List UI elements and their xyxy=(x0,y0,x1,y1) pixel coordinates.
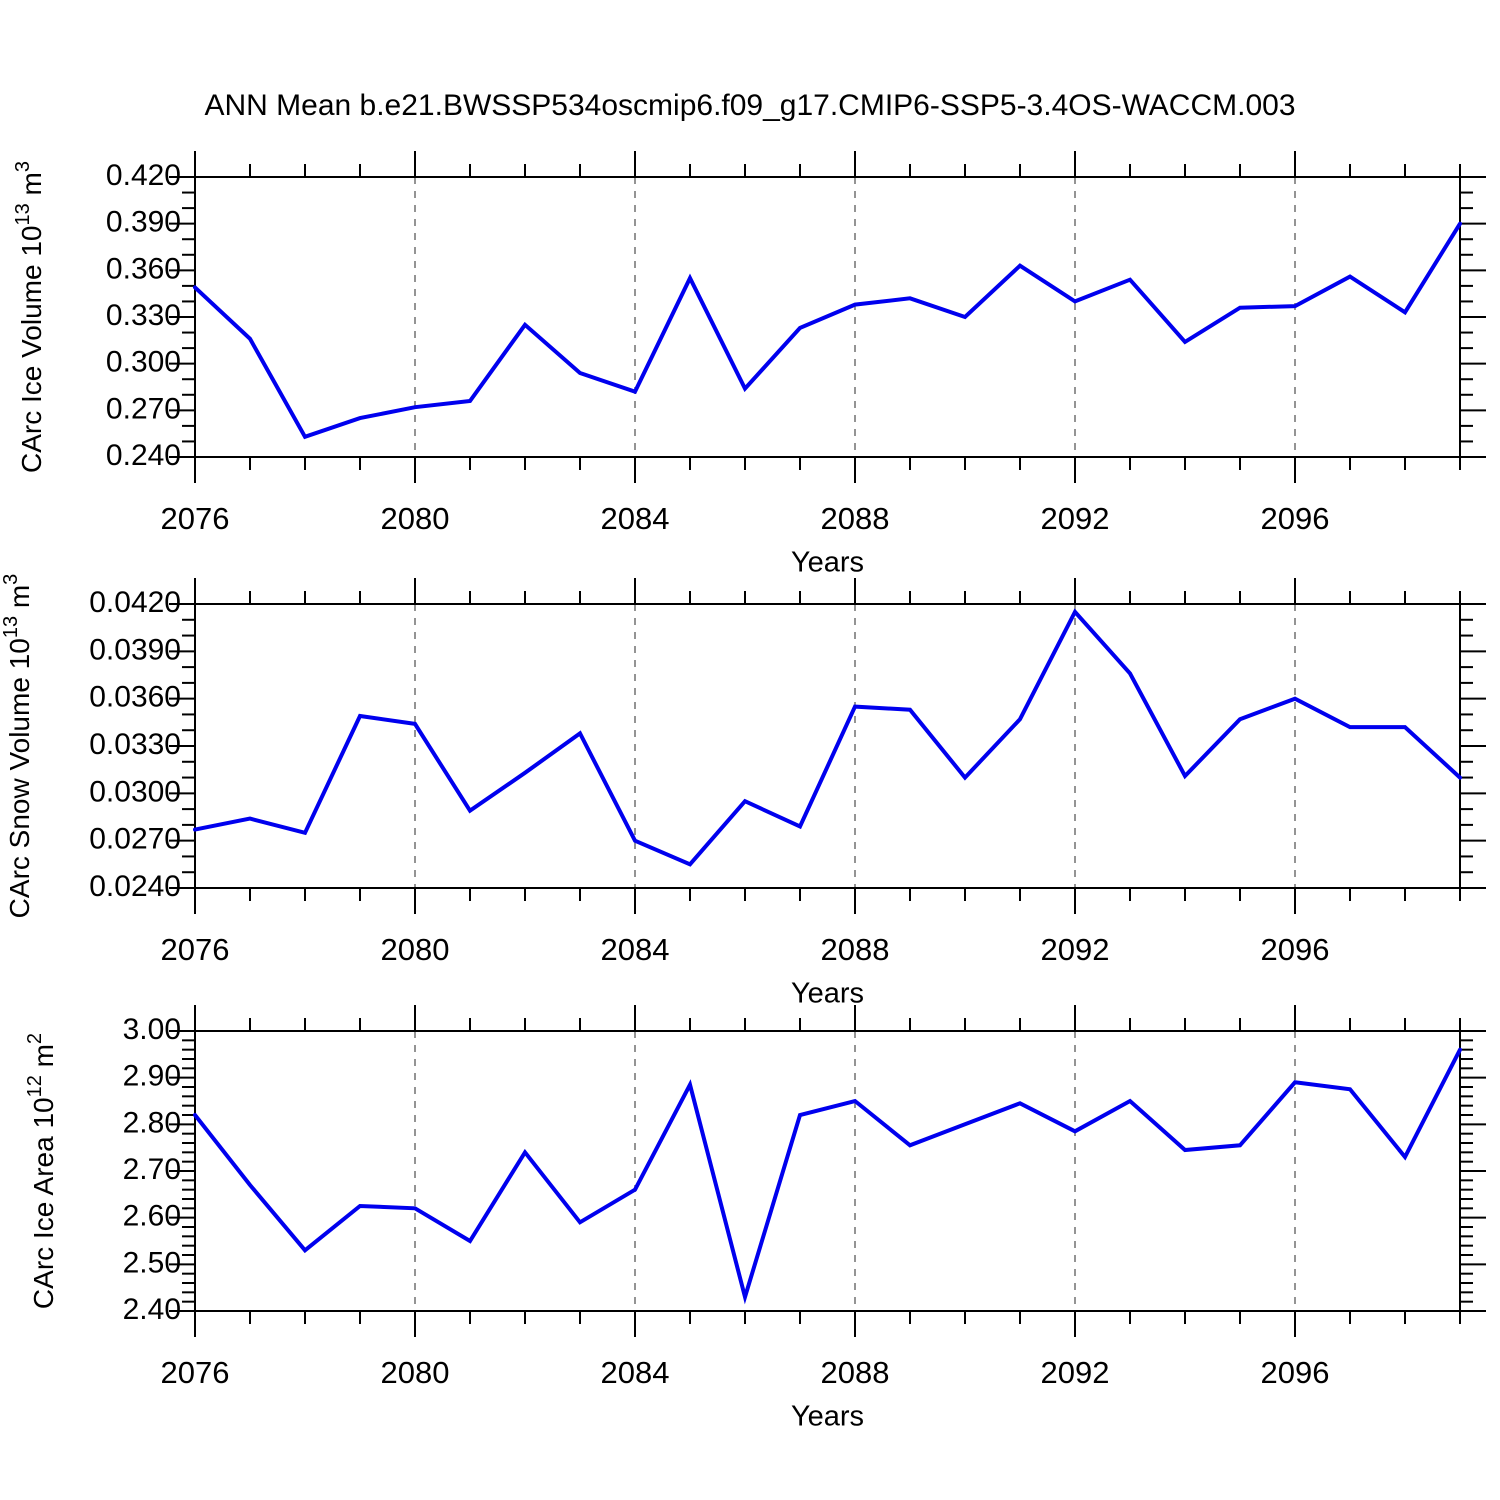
y-tick-label: 2.90 xyxy=(123,1060,181,1093)
chart-carc-ice-area: 2076 2080 2084 2088 2092 2096 Years 2.40 2.50 2.6… xyxy=(24,1005,1486,1433)
series-line xyxy=(193,221,1462,440)
x-tick-label: 2088 xyxy=(821,932,890,967)
x-tick-label: 2084 xyxy=(601,1355,670,1390)
x-tick-label: 2076 xyxy=(161,501,230,536)
x-tick-label: 2084 xyxy=(601,501,670,536)
x-tick-label: 2076 xyxy=(161,932,230,967)
y-tick-label: 0.240 xyxy=(106,439,181,472)
y-tick-label: 2.60 xyxy=(123,1200,181,1233)
y-axis-title: CArc Ice Area 1012 m2 xyxy=(24,1033,59,1309)
y-tick-label: 0.270 xyxy=(106,392,181,425)
plot-box xyxy=(194,1030,1461,1312)
x-tick-label: 2080 xyxy=(381,1355,450,1390)
x-tick-label: 2088 xyxy=(821,1355,890,1390)
x-tick-label: 2092 xyxy=(1041,501,1110,536)
y-tick-label: 0.390 xyxy=(106,206,181,239)
y-tick-label: 0.360 xyxy=(106,252,181,285)
figure-title: ANN Mean b.e21.BWSSP534oscmip6.f09_g17.C… xyxy=(204,89,1295,122)
x-tick-label: 2096 xyxy=(1261,1355,1330,1390)
x-tick-label: 2088 xyxy=(821,501,890,536)
x-tick-label: 2092 xyxy=(1041,932,1110,967)
y-tick-label: 2.40 xyxy=(123,1293,181,1326)
chart-carc-snow-volume: 2076 2080 2084 2088 2092 2096 Years 0.0240 0.027… xyxy=(0,574,1486,1010)
x-tick-label: 2080 xyxy=(381,501,450,536)
y-tick-label: 0.420 xyxy=(106,159,181,192)
y-tick-label: 0.0330 xyxy=(89,728,181,761)
x-tick-label: 2096 xyxy=(1261,501,1330,536)
plot-box xyxy=(194,603,1461,889)
y-axis-title: CArc Ice Volume 1013 m3 xyxy=(12,161,47,473)
series-line xyxy=(193,608,1462,867)
y-tick-label: 2.50 xyxy=(123,1246,181,1279)
y-axis-title: CArc Snow Volume 1013 m3 xyxy=(0,574,35,919)
y-tick-label: 0.0300 xyxy=(89,775,181,808)
x-tick-label: 2084 xyxy=(601,932,670,967)
y-tick-label: 2.80 xyxy=(123,1106,181,1139)
y-tick-label: 0.330 xyxy=(106,299,181,332)
charts-root: 2076 2080 2084 2088 2092 2096 Years 0.240 0.270 0… xyxy=(0,151,1486,1433)
y-tick-label: 3.00 xyxy=(123,1013,181,1046)
series-line xyxy=(193,1047,1462,1305)
y-tick-label: 0.0360 xyxy=(89,681,181,714)
y-tick-label: 0.300 xyxy=(106,346,181,379)
y-tick-label: 0.0270 xyxy=(89,823,181,856)
x-tick-label: 2080 xyxy=(381,932,450,967)
y-tick-label: 0.0240 xyxy=(89,870,181,903)
x-axis-title: Years xyxy=(791,978,864,1010)
x-tick-label: 2092 xyxy=(1041,1355,1110,1390)
x-tick-label: 2076 xyxy=(161,1355,230,1390)
x-axis-title: Years xyxy=(791,1401,864,1433)
x-tick-label: 2096 xyxy=(1261,932,1330,967)
y-tick-label: 0.0420 xyxy=(89,586,181,619)
y-tick-label: 0.0390 xyxy=(89,633,181,666)
y-tick-label: 2.70 xyxy=(123,1153,181,1186)
chart-carc-ice-volume: 2076 2080 2084 2088 2092 2096 Years 0.240 0.270 0… xyxy=(12,151,1486,579)
x-axis-title: Years xyxy=(791,547,864,579)
